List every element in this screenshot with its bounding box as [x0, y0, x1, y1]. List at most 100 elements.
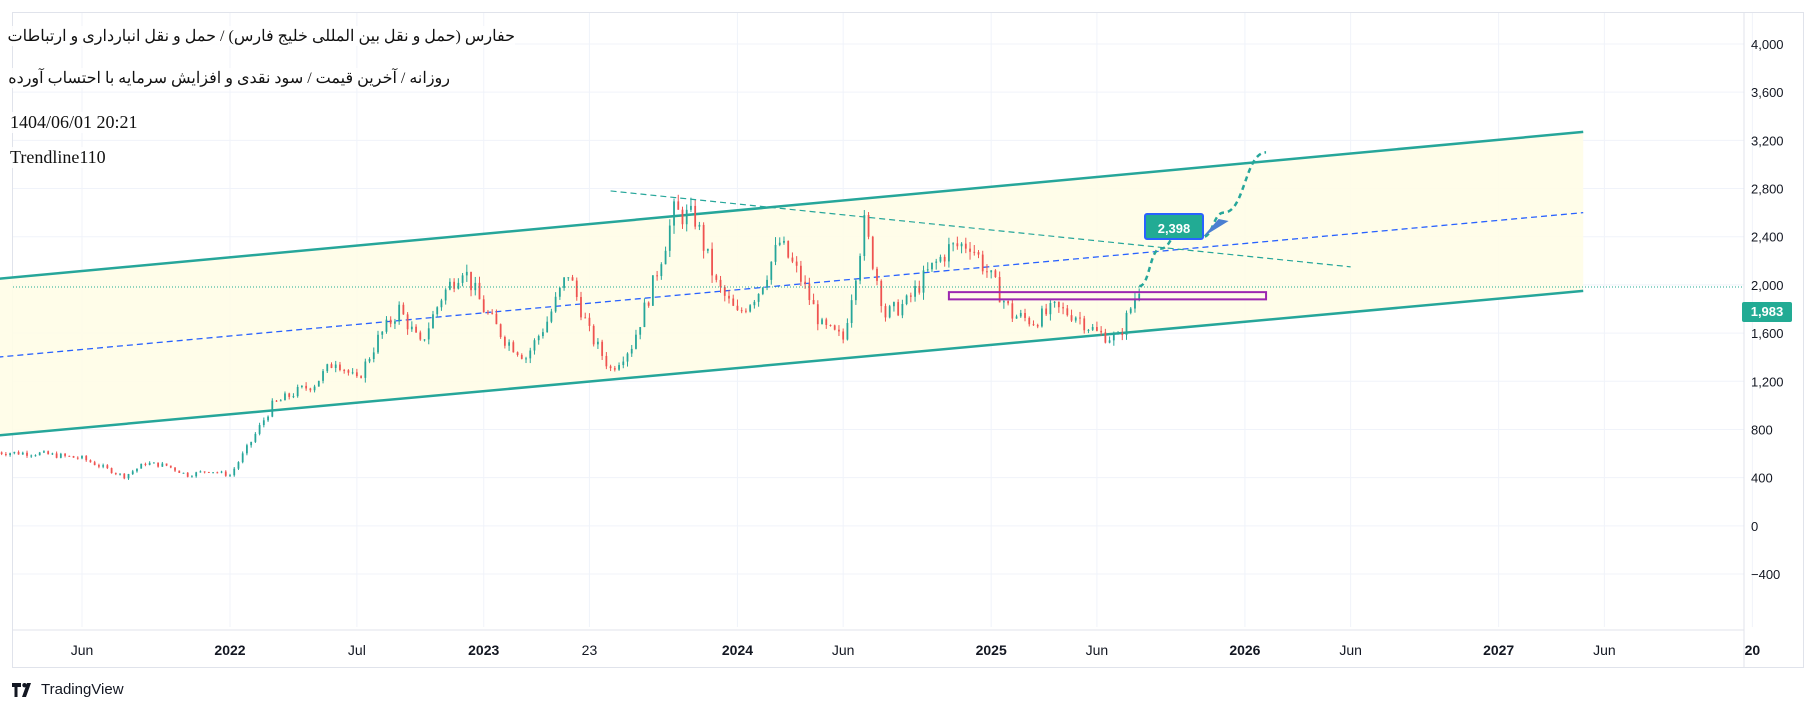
candle-body — [432, 314, 434, 329]
candle-body — [986, 271, 988, 273]
candle-body — [465, 271, 468, 276]
candle-body — [660, 264, 663, 277]
candle-body — [1041, 308, 1043, 327]
candle-body — [127, 474, 130, 479]
candle-body — [922, 270, 925, 293]
candle-body — [410, 326, 413, 330]
candle-body — [427, 328, 430, 340]
candle-body — [178, 470, 181, 473]
candle-body — [745, 310, 747, 312]
brand-label: TradingView — [41, 681, 124, 698]
candle-body — [317, 380, 320, 387]
candle-body — [385, 319, 388, 332]
candle-body — [1134, 298, 1136, 309]
candle-body — [1125, 312, 1128, 335]
candle-body — [343, 370, 346, 372]
candle-body — [694, 205, 697, 227]
candle-body — [508, 342, 511, 346]
candle-body — [804, 281, 807, 284]
candle-body — [0, 452, 3, 454]
candle-body — [9, 453, 12, 456]
candle-body — [901, 303, 904, 316]
candle-body — [926, 269, 929, 271]
candle-body — [1087, 329, 1090, 331]
candle-body — [698, 224, 701, 227]
candle-body — [364, 361, 367, 378]
candle-body — [850, 300, 853, 324]
candle-body — [1028, 317, 1031, 325]
candle-body — [1011, 303, 1014, 319]
channel-lower-line[interactable] — [0, 289, 1584, 437]
candle-body — [233, 468, 236, 476]
candle-body — [436, 307, 439, 315]
candle-body — [939, 256, 942, 262]
candle-body — [812, 300, 815, 305]
descending-trendline[interactable] — [610, 190, 1351, 268]
candle-body — [114, 473, 117, 475]
y-tick-label: 1,600 — [1751, 326, 1784, 341]
candle-body — [732, 298, 735, 306]
channel-upper-line[interactable] — [0, 130, 1584, 280]
candle-body — [110, 468, 113, 474]
candle-body — [89, 460, 92, 463]
channel-midline[interactable] — [0, 211, 1584, 358]
regression-channel[interactable] — [0, 130, 1584, 437]
candle-body — [51, 453, 54, 455]
candle-body — [229, 475, 231, 477]
candle-body — [736, 305, 739, 311]
chart-title: حفارس (حمل و نقل بین المللی خلیج فارس) /… — [7, 26, 515, 46]
candle-body — [1079, 317, 1081, 319]
candle-body — [884, 306, 887, 318]
candle-body — [250, 441, 253, 446]
candle-body — [981, 254, 984, 272]
candle-body — [415, 326, 417, 333]
candle-body — [34, 455, 37, 457]
candle-body — [816, 304, 819, 325]
candle-body — [537, 336, 540, 341]
candle-body — [1032, 324, 1035, 326]
candle-body — [529, 350, 532, 359]
candle-body — [960, 243, 963, 247]
candle-body — [26, 452, 28, 456]
candle-body — [584, 317, 587, 319]
axes: 4,000 3,600 3,200 2,800 2,400 2,000 1,600 1,200… — [13, 13, 1784, 668]
candle-body — [394, 321, 396, 324]
drawings[interactable] — [13, 151, 1744, 301]
candle-body — [918, 285, 921, 293]
candle-body — [876, 268, 878, 281]
candle-body — [216, 472, 219, 474]
candle-body — [821, 319, 823, 325]
candle-body — [398, 304, 401, 322]
x-tick-label: 23 — [582, 642, 598, 658]
projection-callout[interactable]: 2,398 — [1144, 213, 1204, 240]
candle-body — [622, 361, 625, 366]
candle-body — [174, 467, 176, 471]
y-tick-label: −400 — [1751, 567, 1780, 582]
brand[interactable]: TradingView — [12, 681, 124, 698]
candle-body — [487, 312, 489, 314]
candle-body — [478, 282, 481, 300]
candle-body — [1117, 333, 1119, 335]
candle-body — [770, 261, 773, 280]
candle-body — [795, 261, 798, 266]
candle-body — [1007, 301, 1010, 304]
candle-body — [685, 209, 688, 225]
price-candles — [0, 194, 1141, 480]
y-tick-label: 4,000 — [1751, 37, 1784, 52]
support-zone-rect[interactable] — [947, 291, 1268, 301]
y-tick-label: 1,200 — [1751, 374, 1784, 389]
candle-body — [43, 451, 45, 453]
y-tick-label: 400 — [1751, 471, 1773, 486]
candle-body — [169, 465, 172, 468]
x-tick-label: Jun — [832, 642, 855, 658]
candle-body — [207, 471, 210, 473]
candle-body — [1062, 307, 1064, 309]
candle-body — [258, 425, 261, 434]
candle-body — [203, 471, 206, 473]
candle-body — [220, 471, 223, 473]
candle-body — [774, 244, 777, 262]
study-label[interactable]: Trendline110 — [10, 147, 106, 168]
candle-body — [38, 452, 41, 456]
candle-body — [787, 240, 790, 258]
